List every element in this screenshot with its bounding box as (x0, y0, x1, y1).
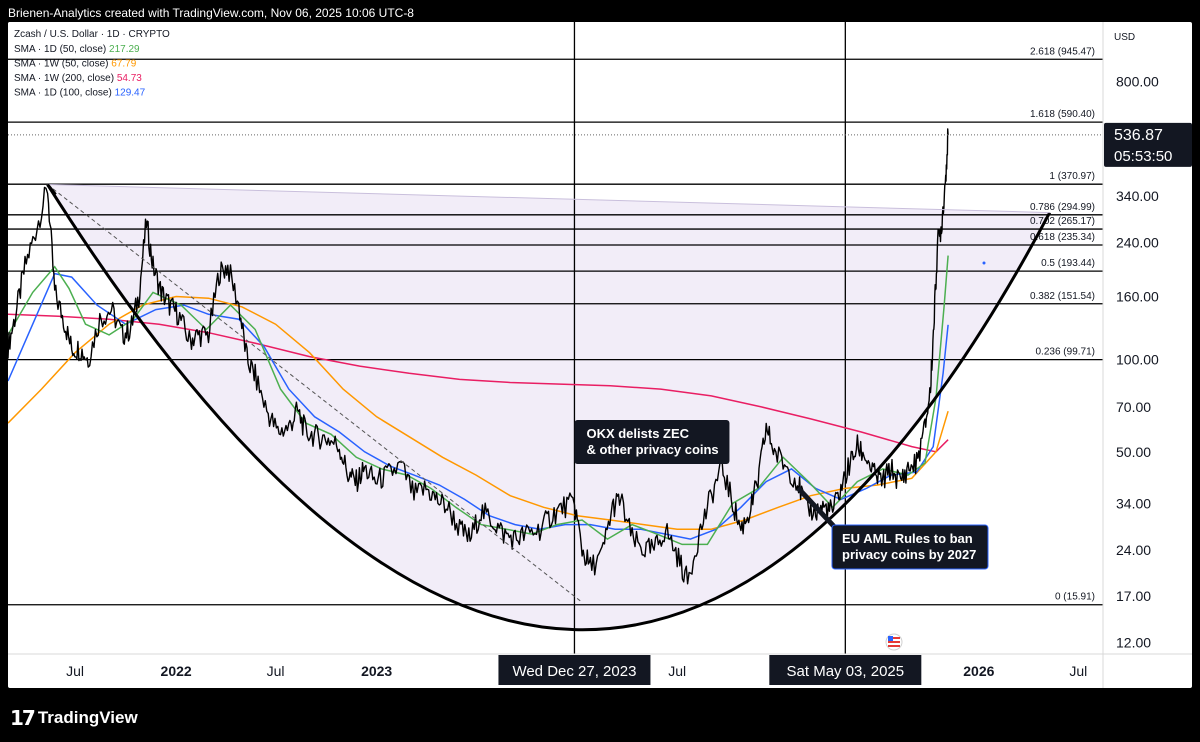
annotation-text: EU AML Rules to ban (842, 531, 973, 546)
price-tick-label: 800.00 (1116, 74, 1159, 90)
price-tick-label: 17.00 (1116, 588, 1151, 604)
price-tick-label: 100.00 (1116, 351, 1159, 367)
last-price-value: 536.87 (1114, 127, 1163, 144)
marker-dot (982, 261, 986, 265)
time-tick-label: Jul (267, 663, 285, 679)
cup-rim-line (47, 184, 1050, 214)
price-tick-label: 70.00 (1116, 399, 1151, 415)
time-tick-label: 2022 (161, 663, 192, 679)
fib-level-label: 1 (370.97) (1049, 171, 1095, 182)
fib-level-label: 1.618 (590.40) (1030, 109, 1095, 120)
last-price-badge (1104, 122, 1192, 167)
fib-level-label: 0.702 (265.17) (1030, 216, 1095, 227)
currency-label: USD (1114, 32, 1135, 43)
indicator-value: 129.47 (115, 88, 146, 99)
indicator-label: SMA · 1D (100, close) 129.47 (14, 88, 146, 99)
indicator-value: 67.79 (111, 59, 136, 70)
indicator-value: 217.29 (109, 44, 140, 55)
price-tick-label: 160.00 (1116, 289, 1159, 305)
price-tick-label: 340.00 (1116, 188, 1159, 204)
fib-level-label: 0.236 (99.71) (1036, 347, 1096, 358)
time-tick-label: Jul (1069, 663, 1087, 679)
indicator-label: SMA · 1D (50, close) 217.29 (14, 44, 140, 55)
date-badge-label: Wed Dec 27, 2023 (512, 663, 636, 680)
price-tick-label: 24.00 (1116, 542, 1151, 558)
indicator-value: 54.73 (117, 73, 142, 84)
price-tick-label: 12.00 (1116, 634, 1151, 650)
bar-countdown: 05:53:50 (1114, 148, 1172, 165)
price-chart[interactable]: 2.618 (945.47) 1.618 (590.40) 1 (370.97) 0.… (8, 22, 1192, 688)
cup-curve (46, 183, 1052, 632)
fib-level-label: 0.786 (294.99) (1030, 202, 1095, 213)
annotation-text: privacy coins by 2027 (842, 547, 976, 562)
chart-attribution: Brienen-Analytics created with TradingVi… (8, 6, 414, 20)
time-tick-label: 2026 (963, 663, 994, 679)
fib-level-label: 0.5 (193.44) (1041, 258, 1095, 269)
annotation-box (831, 524, 989, 570)
price-tick-label: 240.00 (1116, 234, 1159, 250)
fib-level-label: 2.618 (945.47) (1030, 46, 1095, 57)
price-tick-label: 50.00 (1116, 444, 1151, 460)
brand-name: TradingView (37, 708, 138, 727)
time-tick-label: 2023 (361, 663, 392, 679)
indicator-label: SMA · 1W (50, close) 67.79 (14, 59, 137, 70)
cup-fill (47, 184, 1050, 630)
cup-left-cap (46, 183, 57, 196)
fib-level-label: 0 (15.91) (1055, 592, 1095, 603)
downtrend-line (47, 184, 583, 603)
annotation-text: & other privacy coins (586, 442, 718, 457)
footer-branding: 17 TradingView (10, 704, 138, 732)
fib-level-label: 0.382 (151.54) (1030, 291, 1095, 302)
time-tick-label: Jul (66, 663, 84, 679)
sma-1d-50-line (8, 255, 949, 546)
fib-level-label: 0.618 (235.34) (1030, 232, 1095, 243)
date-badge (769, 655, 922, 685)
sma-1w-50-line (8, 295, 949, 530)
symbol-line: Zcash / U.S. Dollar · 1D · CRYPTO (14, 29, 170, 40)
indicator-label: SMA · 1W (200, close) 54.73 (14, 73, 142, 84)
tradingview-logo-icon: 17 (10, 706, 36, 730)
annotation-text: OKX delists ZEC (586, 426, 689, 441)
date-badge (498, 655, 651, 685)
us-flag-icon[interactable] (885, 633, 903, 651)
sma-1w-200-line (8, 313, 949, 453)
price-series (8, 128, 949, 585)
annotation-box (574, 420, 730, 464)
price-tick-label: 34.00 (1116, 495, 1151, 511)
chart-panel[interactable]: 2.618 (945.47) 1.618 (590.40) 1 (370.97) 0.… (8, 22, 1192, 688)
date-badge-label: Sat May 03, 2025 (787, 663, 905, 680)
time-tick-label: Jul (668, 663, 686, 679)
